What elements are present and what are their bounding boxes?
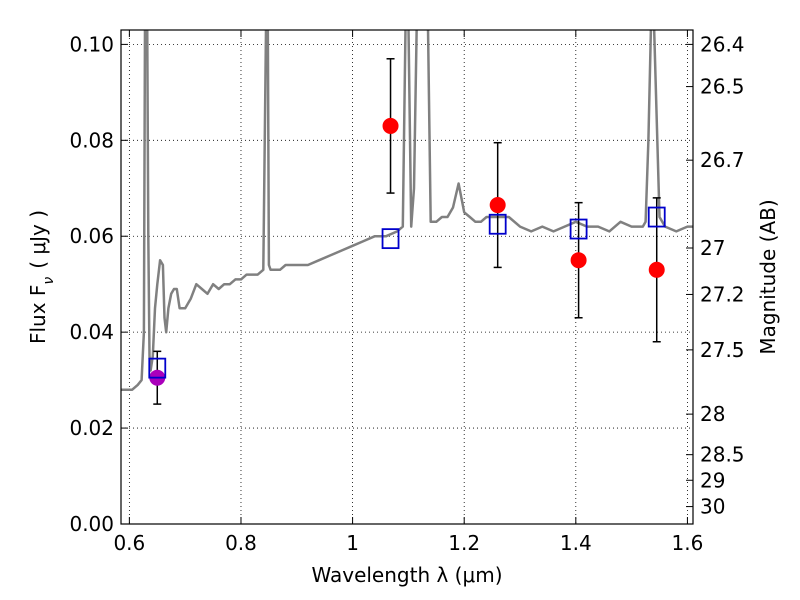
y-tick-label: 0.10 xyxy=(69,32,114,56)
x-tick-label: 0.6 xyxy=(113,531,145,555)
right-tick-label: 27 xyxy=(700,236,725,260)
plot-frame xyxy=(120,29,694,525)
y-axis-label-sub: ν xyxy=(41,277,57,285)
x-tick-label: 1.4 xyxy=(560,531,592,555)
y-tick-label: 0.08 xyxy=(69,128,114,152)
spectrum-line xyxy=(121,30,693,391)
y-axis-label-group: Flux Fν ( μJy ) xyxy=(26,210,57,344)
x-tick-label: 0.8 xyxy=(225,531,257,555)
x-tick-label: 1.2 xyxy=(448,531,480,555)
y-axis-label: Flux Fν ( μJy ) xyxy=(26,210,57,344)
right-tick-label: 27.5 xyxy=(700,338,745,362)
y-tick-label: 0.06 xyxy=(69,224,114,248)
model-square xyxy=(647,206,666,228)
right-axis-label: Magnitude (AB) xyxy=(756,199,780,354)
right-tick-label: 26.4 xyxy=(700,32,745,56)
right-tick-label: 28 xyxy=(700,402,725,426)
axis-ticks: 0.6 0.8 1 1.2 1.4 1.6 0.00 0.02 0.04 0.06 0.08 0.10… xyxy=(69,30,745,555)
y-tick-label: 0.00 xyxy=(69,512,114,536)
right-tick-label: 26.5 xyxy=(700,75,745,99)
data-point xyxy=(489,197,506,214)
right-axis-label-group: Magnitude (AB) xyxy=(756,199,780,354)
right-tick-label: 28.5 xyxy=(700,443,745,467)
y-tick-label: 0.02 xyxy=(69,416,114,440)
model-square xyxy=(381,228,400,250)
x-axis-label: Wavelength λ (μm) xyxy=(311,563,502,587)
grid-lines xyxy=(121,30,693,524)
x-tick-label: 1 xyxy=(346,531,359,555)
right-tick-label: 29 xyxy=(700,468,725,492)
right-tick-label: 30 xyxy=(700,495,725,519)
data-point xyxy=(382,117,399,134)
model-square xyxy=(488,213,507,235)
model-square xyxy=(148,357,167,379)
right-tick-label: 27.2 xyxy=(700,282,745,306)
data-point xyxy=(570,252,587,269)
series-layer xyxy=(121,30,693,391)
marker-layer xyxy=(148,58,666,405)
right-tick-label: 26.7 xyxy=(700,148,745,172)
y-axis-label-unit: ( μJy ) xyxy=(26,210,50,269)
data-point xyxy=(648,261,665,278)
y-axis-label-main: Flux F xyxy=(26,285,50,344)
y-tick-label: 0.04 xyxy=(69,320,114,344)
model-square xyxy=(569,218,588,240)
x-tick-label: 1.6 xyxy=(672,531,704,555)
